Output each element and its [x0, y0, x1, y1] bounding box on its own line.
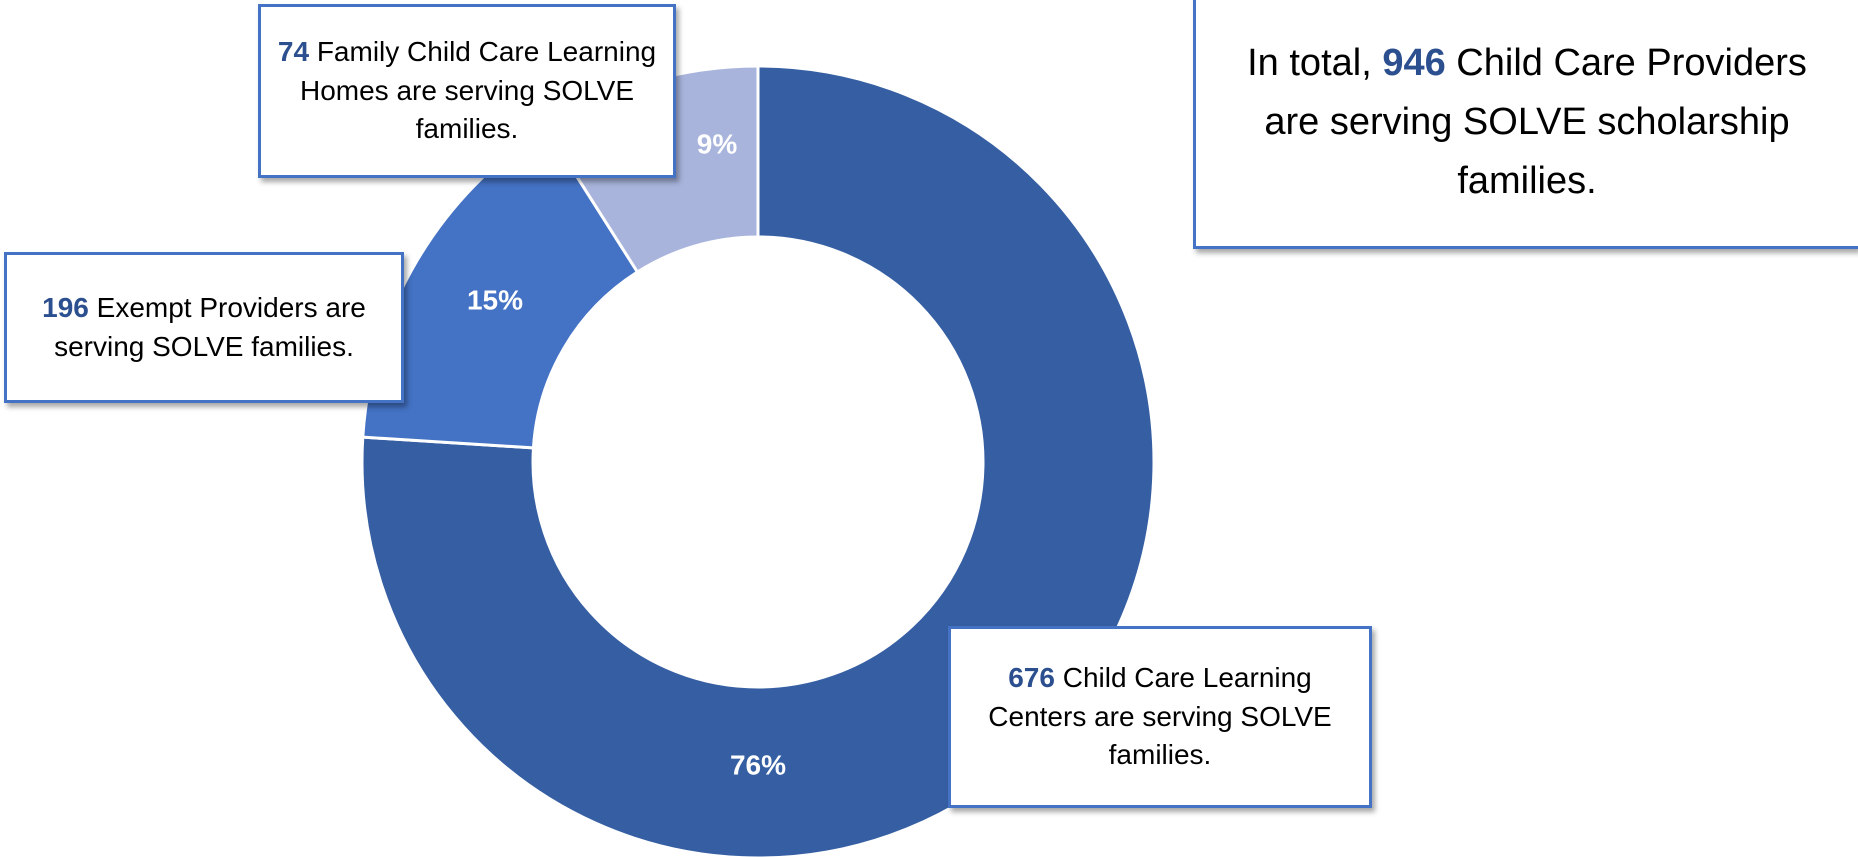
callout-box: 74 Family Child Care Learning Homes are …	[258, 4, 676, 178]
total-text: In total, 946 Child Care Providers are s…	[1226, 34, 1828, 211]
value-label: 76%	[730, 749, 786, 780]
total-box: In total, 946 Child Care Providers are s…	[1193, 0, 1858, 249]
callout-description: Child Care Learning Centers are serving …	[988, 662, 1332, 771]
value-label: 9%	[697, 128, 738, 159]
callout-text: 74 Family Child Care Learning Homes are …	[275, 33, 659, 149]
total-description: Child Care Providers are serving SOLVE s…	[1264, 42, 1807, 202]
value-label: 15%	[467, 284, 523, 315]
callout-text: 196 Exempt Providers are serving SOLVE f…	[21, 289, 387, 366]
callout-description: Exempt Providers are serving SOLVE famil…	[54, 291, 366, 362]
total-prefix: In total,	[1247, 42, 1372, 85]
callout-description: Family Child Care Learning Homes are ser…	[299, 36, 657, 145]
callout-box: 676 Child Care Learning Centers are serv…	[948, 626, 1372, 808]
callout-count: 74	[277, 36, 310, 68]
callout-box: 196 Exempt Providers are serving SOLVE f…	[4, 252, 404, 403]
callout-count: 196	[42, 291, 89, 323]
total-count: 946	[1382, 42, 1446, 85]
callout-text: 676 Child Care Learning Centers are serv…	[965, 659, 1355, 775]
callout-count: 676	[1008, 662, 1055, 694]
